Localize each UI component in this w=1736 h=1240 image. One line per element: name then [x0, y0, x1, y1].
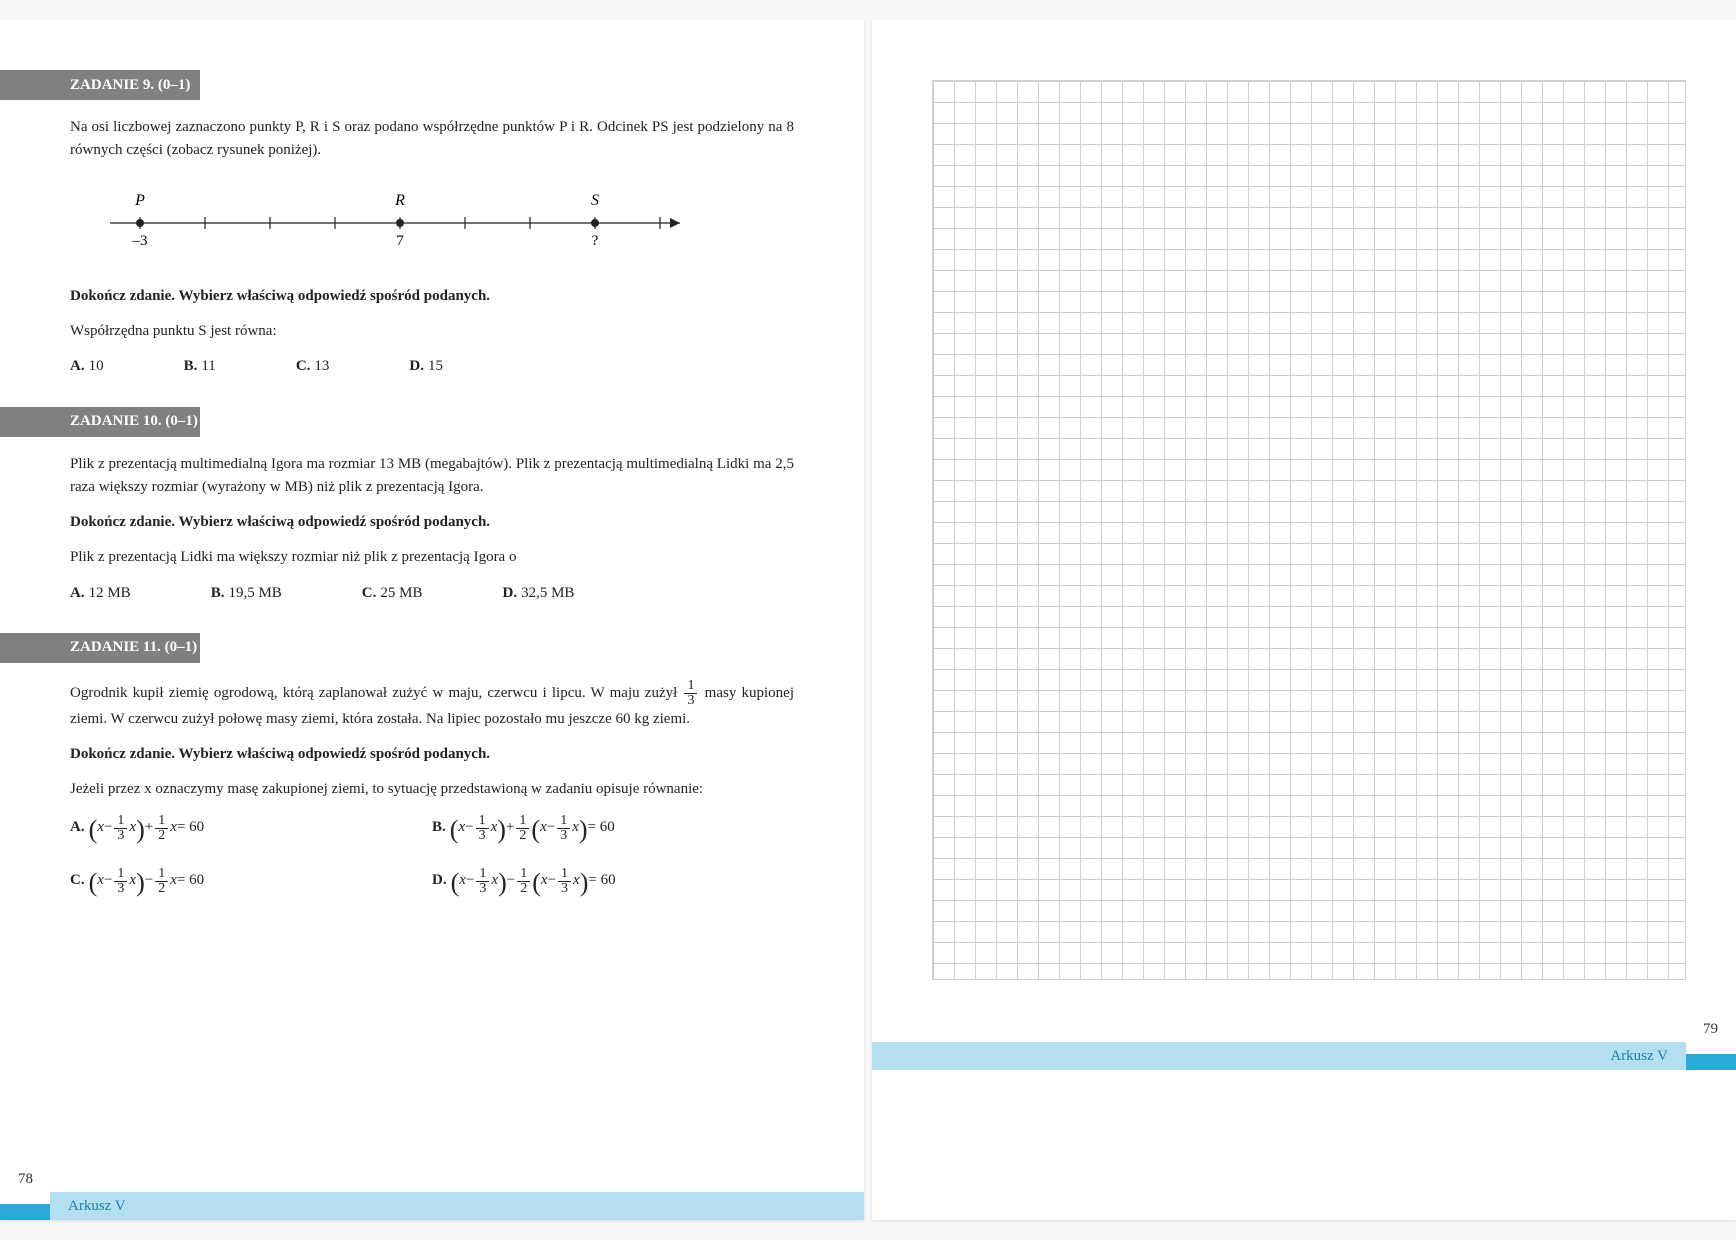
left-footer-accent — [0, 1204, 50, 1220]
right-footer-accent — [1686, 1054, 1736, 1070]
task11-body: Ogrodnik kupił ziemię ogrodową, którą za… — [0, 679, 804, 924]
svg-text:–3: –3 — [132, 233, 148, 249]
task10-prompt: Plik z prezentacją Lidki ma większy rozm… — [70, 546, 794, 569]
svg-text:S: S — [591, 192, 599, 209]
task11-opt-c: C. (x − 13x) − 12x = 60 — [70, 867, 432, 896]
task9-options: A.10 B.11 C.13 D.15 — [70, 355, 794, 378]
svg-text:P: P — [134, 192, 145, 209]
task11-header: ZADANIE 11. (0–1) — [0, 633, 200, 663]
page-spread: ZADANIE 9. (0–1) Na osi liczbowej zaznac… — [0, 20, 1736, 1220]
task10-body: Plik z prezentacją multimedialną Igora m… — [0, 453, 804, 633]
task9-body: Na osi liczbowej zaznaczono punkty P, R … — [0, 116, 804, 407]
task9-numberline: P R S –3 7 ? — [100, 183, 794, 261]
task10-instruction: Dokończ zdanie. Wybierz właściwą odpowie… — [70, 511, 794, 534]
task11-prompt: Jeżeli przez x oznaczymy masę zakupionej… — [70, 778, 794, 801]
task10-opt-b: B.19,5 MB — [211, 582, 282, 605]
task9-opt-b: B.11 — [184, 355, 216, 378]
svg-text:7: 7 — [396, 233, 404, 249]
right-arkusz-label: Arkusz V — [1610, 1048, 1668, 1065]
page-right: 79 Arkusz V — [872, 20, 1736, 1220]
grid-workspace — [932, 80, 1686, 980]
task9-intro: Na osi liczbowej zaznaczono punkty P, R … — [70, 116, 794, 163]
task9-opt-c: C.13 — [296, 355, 330, 378]
task9-instruction: Dokończ zdanie. Wybierz właściwą odpowie… — [70, 285, 794, 308]
task11-opt-d: D. (x − 13x) − 12(x − 13x) = 60 — [432, 867, 794, 896]
task11-opt-a: A. (x − 13x) + 12x = 60 — [70, 814, 432, 843]
task9-prompt: Współrzędna punktu S jest równa: — [70, 320, 794, 343]
task10-opt-c: C.25 MB — [362, 582, 423, 605]
right-footer-bar — [872, 1042, 1686, 1070]
svg-text:?: ? — [592, 233, 599, 249]
task10-opt-d: D.32,5 MB — [502, 582, 574, 605]
left-footer: 78 Arkusz V — [0, 1170, 864, 1220]
left-footer-bar — [50, 1192, 864, 1220]
task11-intro: Ogrodnik kupił ziemię ogrodową, którą za… — [70, 679, 794, 731]
task10-header: ZADANIE 10. (0–1) — [0, 407, 200, 437]
task10-intro: Plik z prezentacją multimedialną Igora m… — [70, 453, 794, 500]
task10-options: A.12 MB B.19,5 MB C.25 MB D.32,5 MB — [70, 582, 794, 605]
page-left: ZADANIE 9. (0–1) Na osi liczbowej zaznac… — [0, 20, 864, 1220]
svg-text:R: R — [394, 192, 405, 209]
task11-options: A. (x − 13x) + 12x = 60 B. (x − 13x) + 1… — [70, 814, 794, 896]
left-content: ZADANIE 9. (0–1) Na osi liczbowej zaznac… — [0, 20, 864, 1170]
task9-opt-d: D.15 — [409, 355, 443, 378]
task11-opt-b: B. (x − 13x) + 12(x − 13x) = 60 — [432, 814, 794, 843]
right-footer: 79 Arkusz V — [872, 1020, 1736, 1070]
left-arkusz-label: Arkusz V — [68, 1198, 126, 1215]
task11-instruction: Dokończ zdanie. Wybierz właściwą odpowie… — [70, 743, 794, 766]
right-page-number: 79 — [1703, 1021, 1718, 1038]
left-page-number: 78 — [18, 1171, 33, 1188]
task10-opt-a: A.12 MB — [70, 582, 131, 605]
task9-opt-a: A.10 — [70, 355, 104, 378]
task9-header: ZADANIE 9. (0–1) — [0, 70, 200, 100]
